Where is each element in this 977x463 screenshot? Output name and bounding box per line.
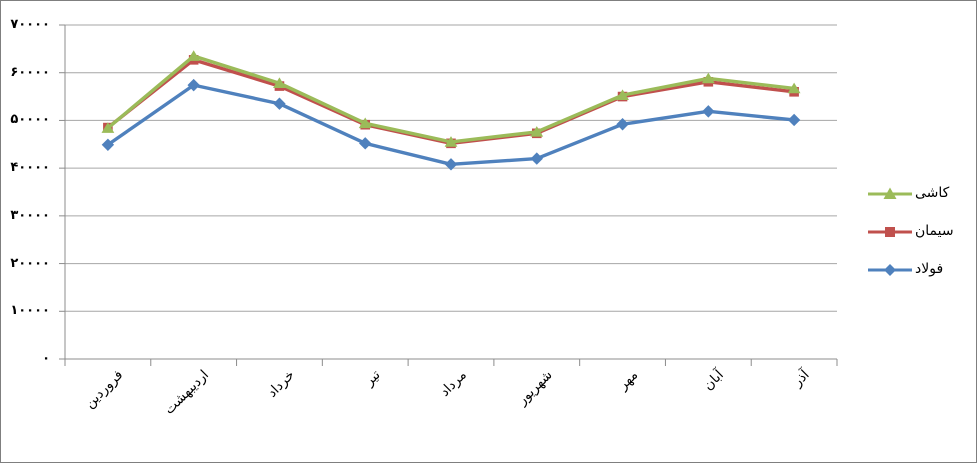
series-line-kashi bbox=[106, 54, 796, 144]
data-point-foolad bbox=[273, 97, 286, 110]
data-point-kashi bbox=[530, 126, 544, 137]
data-point-kashi bbox=[273, 77, 286, 89]
data-point-kashi bbox=[787, 82, 801, 94]
y-axis-label: ۶۰۰۰۰ bbox=[10, 64, 50, 80]
diamond-marker-icon bbox=[868, 263, 912, 276]
data-point-kashi bbox=[187, 50, 201, 61]
y-axis-label: ۷۰۰۰۰ bbox=[10, 17, 50, 32]
legend-label: فولاد bbox=[915, 261, 944, 277]
square-marker-icon bbox=[868, 226, 912, 237]
data-point-foolad bbox=[702, 105, 715, 118]
y-axis-label: ۳۰۰۰۰ bbox=[10, 207, 50, 223]
data-point-foolad bbox=[187, 78, 200, 92]
data-point-kashi bbox=[701, 72, 715, 84]
legend-item-foolad[interactable]: فولاد bbox=[867, 261, 954, 277]
y-axis-label: ۰ bbox=[42, 351, 50, 366]
triangle-marker-icon bbox=[868, 187, 912, 199]
series-line-foolad bbox=[106, 83, 796, 167]
data-point-foolad bbox=[359, 137, 372, 150]
legend-item-kashi[interactable]: کاشی bbox=[867, 185, 954, 201]
data-point-kashi bbox=[358, 117, 372, 129]
y-axis-label: ۲۰۰۰۰ bbox=[10, 255, 50, 271]
data-point-foolad bbox=[530, 152, 543, 165]
y-axis-label: ۵۰۰۰۰ bbox=[10, 112, 50, 128]
y-axis-label: ۴۰۰۰۰ bbox=[10, 160, 50, 176]
data-point-kashi bbox=[101, 122, 115, 133]
data-point-kashi bbox=[444, 136, 458, 147]
legend: کاشی سیمان فولاد bbox=[867, 185, 954, 277]
data-point-foolad bbox=[616, 118, 629, 131]
data-point-kashi bbox=[616, 89, 629, 100]
data-point-foolad bbox=[787, 113, 801, 127]
data-point-foolad bbox=[101, 138, 115, 151]
legend-label: سیمان bbox=[915, 223, 954, 239]
data-point-foolad bbox=[444, 158, 458, 171]
y-axis-label: ۱۰۰۰۰ bbox=[10, 303, 50, 319]
legend-label: کاشی bbox=[915, 185, 950, 201]
legend-item-siman[interactable]: سیمان bbox=[867, 223, 954, 239]
